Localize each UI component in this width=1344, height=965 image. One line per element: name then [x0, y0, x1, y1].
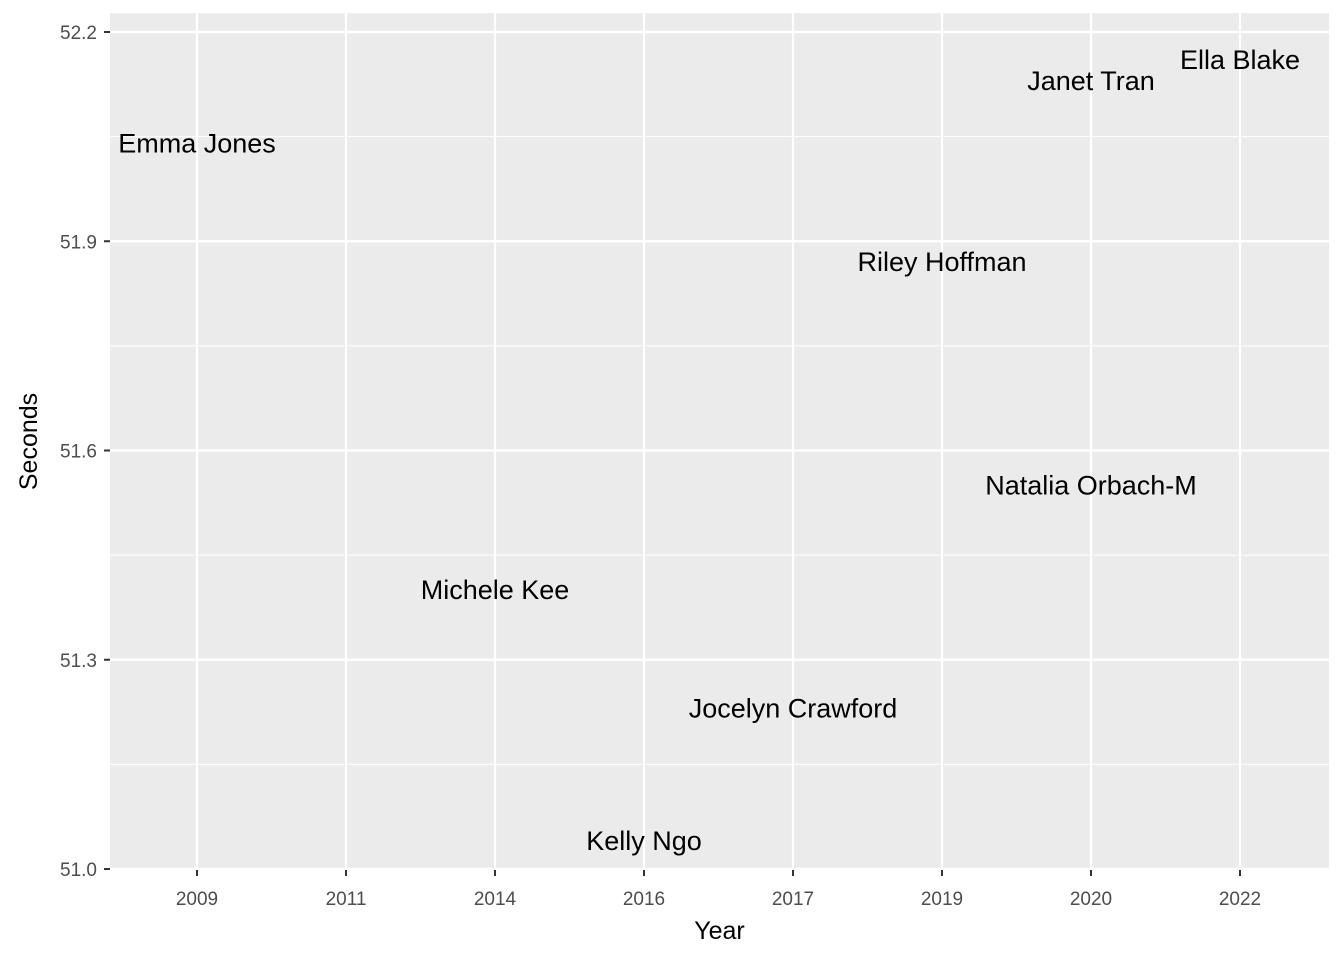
point-label: Riley Hoffman — [857, 247, 1026, 277]
y-tick-label: 52.2 — [60, 23, 97, 44]
x-tick-label: 2011 — [326, 889, 367, 910]
y-tick-label: 51.0 — [60, 860, 97, 881]
x-tick-label: 2009 — [176, 889, 218, 910]
y-tick-label: 51.6 — [60, 442, 97, 463]
x-tick-label: 2022 — [1219, 889, 1261, 910]
x-tick-label: 2017 — [772, 889, 814, 910]
point-label: Natalia Orbach-M — [985, 470, 1197, 500]
y-tick-label: 51.9 — [60, 232, 97, 253]
x-axis: 2009 2011 2014 2016 2017 2019 2020 2022 — [176, 870, 1261, 910]
x-tick-label: 2014 — [474, 889, 517, 910]
point-labels: Emma Jones Michele Kee Kelly Ngo Jocelyn Cr… — [118, 45, 1300, 856]
point-label: Kelly Ngo — [586, 826, 702, 856]
grid-lines — [110, 13, 1329, 871]
point-label: Emma Jones — [118, 129, 276, 159]
point-label: Ella Blake — [1180, 45, 1300, 75]
x-tick-label: 2019 — [921, 889, 963, 910]
plot-panel — [110, 13, 1329, 870]
x-axis-title: Year — [694, 917, 745, 945]
y-tick-label: 51.3 — [60, 651, 97, 672]
y-axis: 51.0 51.3 51.6 51.9 52.2 — [60, 23, 110, 881]
point-label: Janet Tran — [1027, 66, 1155, 96]
point-label: Michele Kee — [421, 575, 570, 605]
x-tick-label: 2016 — [623, 889, 665, 910]
y-axis-title: Seconds — [15, 393, 43, 490]
x-tick-label: 2020 — [1070, 889, 1112, 910]
point-label: Jocelyn Crawford — [689, 694, 898, 724]
